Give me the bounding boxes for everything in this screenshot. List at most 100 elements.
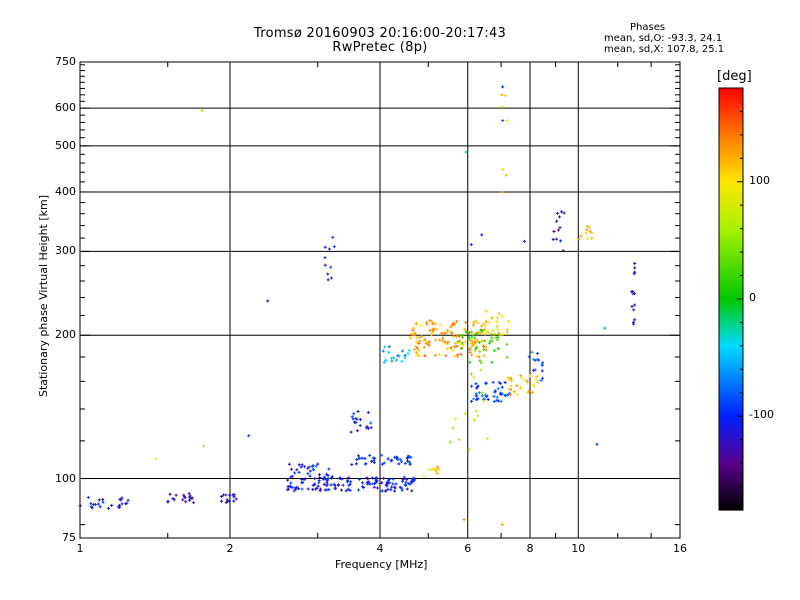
data-point <box>364 461 368 465</box>
data-point <box>384 358 388 362</box>
data-point <box>474 382 478 386</box>
x-tick-label: 10 <box>571 542 586 555</box>
data-point <box>449 440 453 444</box>
colorbar-segment <box>719 341 743 345</box>
data-point <box>200 109 204 113</box>
data-point <box>480 329 484 333</box>
colorbar-segment <box>719 223 743 228</box>
data-point <box>472 418 476 422</box>
data-point <box>467 448 471 452</box>
data-point <box>412 476 416 480</box>
colorbar-segment <box>719 271 743 276</box>
data-point <box>527 389 531 393</box>
colorbar-segment <box>719 380 743 384</box>
data-point <box>415 346 419 350</box>
y-tick-label: 400 <box>55 184 76 198</box>
data-point <box>467 335 471 339</box>
data-point <box>393 455 397 459</box>
data-point <box>446 340 450 344</box>
colorbar-segment <box>719 175 743 180</box>
data-point <box>414 321 418 325</box>
colorbar-segment <box>719 220 743 225</box>
data-point <box>445 347 449 351</box>
data-point <box>470 340 474 344</box>
colorbar-segment <box>719 377 743 381</box>
colorbar-segment <box>719 491 743 496</box>
data-point <box>295 468 299 472</box>
data-point <box>188 498 192 502</box>
data-point <box>403 483 407 487</box>
data-point <box>232 493 236 497</box>
data-point <box>417 348 421 352</box>
data-point <box>192 501 196 505</box>
data-point <box>455 344 459 348</box>
data-point <box>524 378 528 382</box>
colorbar-segment <box>719 232 743 237</box>
data-point <box>428 468 432 472</box>
data-point <box>475 386 479 390</box>
data-point <box>364 426 368 430</box>
data-point <box>507 320 511 324</box>
data-point <box>462 518 466 522</box>
data-point <box>358 456 362 460</box>
data-point <box>290 486 294 490</box>
data-point <box>90 506 94 510</box>
data-point <box>451 349 455 353</box>
data-point <box>384 489 388 493</box>
data-point <box>329 265 333 269</box>
colorbar-segment <box>719 280 743 285</box>
y-axis-label: Stationary phase Virtual Height [km] <box>37 194 50 397</box>
colorbar-segment <box>719 169 743 173</box>
data-point <box>473 336 477 340</box>
data-point <box>459 346 463 350</box>
data-point <box>633 303 637 307</box>
colorbar-segment <box>719 112 743 116</box>
data-point <box>362 485 366 489</box>
data-point <box>471 332 475 336</box>
colorbar-segment <box>719 124 743 128</box>
data-point <box>419 334 423 338</box>
data-point <box>470 330 474 334</box>
data-point <box>491 329 495 333</box>
data-point <box>496 338 500 342</box>
colorbar-segment <box>719 262 743 267</box>
data-point <box>385 483 389 487</box>
data-point <box>586 237 590 241</box>
data-point <box>406 459 410 463</box>
data-point <box>184 500 188 504</box>
x-tick-label: 6 <box>464 542 472 555</box>
data-point <box>480 391 484 395</box>
data-point <box>406 456 410 460</box>
colorbar-segment <box>719 395 743 400</box>
data-point <box>487 341 491 345</box>
colorbar-segment <box>719 299 743 303</box>
colorbar-segment <box>719 88 743 92</box>
data-point <box>490 316 494 320</box>
data-point <box>301 480 305 484</box>
data-point <box>403 353 407 357</box>
x-tick-label: 1 <box>76 542 84 555</box>
data-point <box>480 233 484 237</box>
colorbar-segment <box>719 464 743 469</box>
data-point <box>360 481 364 485</box>
colorbar-segment <box>719 193 743 198</box>
data-point <box>435 472 439 476</box>
data-point <box>555 237 559 241</box>
data-point <box>552 229 556 233</box>
colorbar-segment <box>719 446 743 451</box>
data-point <box>380 481 384 485</box>
data-point <box>453 354 457 358</box>
data-point <box>356 454 360 458</box>
colorbar-segment <box>719 103 743 107</box>
colorbar-segment <box>719 184 743 189</box>
data-point <box>415 340 419 344</box>
colorbar-segment <box>719 250 743 255</box>
data-point <box>409 336 413 340</box>
data-point <box>347 483 351 487</box>
colorbar-segment <box>719 274 743 279</box>
data-point <box>536 351 540 355</box>
data-point <box>413 478 417 482</box>
data-point <box>369 421 373 425</box>
data-point <box>500 523 504 527</box>
data-point <box>437 467 441 471</box>
